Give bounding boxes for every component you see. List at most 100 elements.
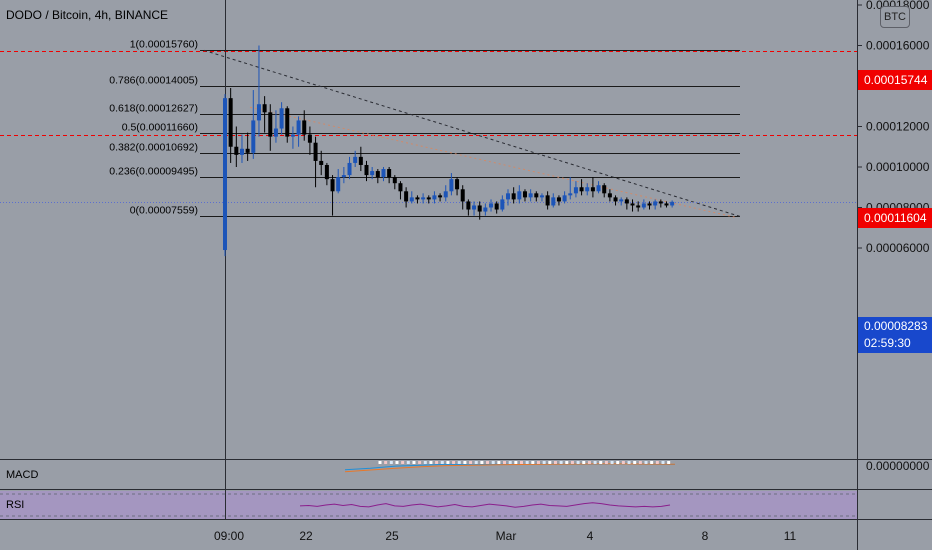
candle-body [636,205,641,208]
candle-body [522,191,527,198]
macd-histogram-bar [491,461,495,464]
candle-body [421,197,426,200]
rsi-indicator [299,502,671,508]
macd-histogram-bar [401,461,405,464]
macd-histogram-bar [525,461,529,464]
macd-histogram-bar [503,461,507,464]
macd-histogram-bar [565,461,569,464]
fibonacci-retracement[interactable]: 1(0.00015760) 0.786(0.00014005) 0.618(0.00… [109,39,740,217]
candle-body [364,164,369,176]
macd-histogram-bar [384,461,388,464]
rsi-line [299,502,671,508]
macd-histogram-bar [644,461,648,464]
candle-body [375,171,380,178]
candle-body [664,203,669,206]
macd-histogram-bar [638,461,642,464]
candle-body [404,191,409,202]
macd-histogram-bar [452,461,456,464]
macd-histogram-bar [423,461,427,464]
macd-indicator [344,461,676,473]
macd-histogram-bar [418,461,422,464]
x-tick-label: 09:00 [214,529,244,543]
x-axis: 09:00 22 25 Mar 4 8 11 [214,529,797,543]
candle-body [347,162,352,176]
candle-body [387,169,392,178]
macd-signal-line [344,463,676,473]
candle-body [443,191,448,198]
x-tick-label: 8 [702,529,709,543]
alert-lines[interactable] [0,51,857,136]
candle-body [630,203,635,206]
candle-body [234,146,239,155]
candle-body [358,156,363,165]
candle-body [239,148,244,155]
candle-body [324,164,329,180]
candle-body [534,193,539,198]
macd-histogram-bar [435,461,439,464]
candle-body [330,179,335,192]
fib-level-label: 0.618(0.00012627) [109,103,198,115]
y-tick-label: 0.00006000 [866,241,930,255]
fib-level-label: 0.786(0.00014005) [109,75,198,87]
macd-histogram-bar [650,461,654,464]
macd-histogram-bar [457,461,461,464]
macd-histogram-bar [610,461,614,464]
y-axis: 0.000180000.000160000.000140000.00012000… [857,0,930,473]
candle-body [585,187,590,192]
candle-body [370,171,375,176]
price-tag-mid-alert[interactable]: 0.00011604 [858,208,932,228]
candle-body [624,199,629,204]
candle-body [647,203,652,206]
candle-body [653,201,658,206]
x-tick-label: 11 [784,529,797,543]
candle-body [228,98,233,147]
macd-histogram-bar [570,461,574,464]
candle-body [296,120,301,135]
macd-histogram-bar [508,461,512,464]
candle-body [409,197,414,202]
candle-body [539,195,544,198]
candle-body [517,191,522,200]
candle-body [251,120,256,153]
candle-body [477,205,482,212]
macd-histogram-bar [486,461,490,464]
candle-body [302,120,307,135]
macd-histogram-bar [389,461,393,464]
candle-body [602,185,607,194]
x-tick-label: 4 [587,529,594,543]
candle-body [455,179,460,190]
y-tick-label: 0.00010000 [866,160,930,174]
macd-histogram-bar [520,461,523,464]
currency-button[interactable]: BTC [880,6,910,28]
candle-body [319,160,324,165]
candle-body [392,177,397,184]
candle-body [307,134,312,143]
candle-body [268,112,273,137]
fib-level-label: 0.236(0.00009495) [109,166,198,178]
macd-histogram-bar [406,461,410,464]
candle-body [460,189,465,202]
candle-body [562,195,567,202]
candle-body [336,177,341,192]
candle-body [619,199,624,202]
price-tag-high-alert[interactable]: 0.00015744 [858,70,932,90]
macd-histogram-bar [463,461,467,464]
candle-body [245,148,250,153]
candle-body [438,195,443,198]
macd-histogram-bar [548,461,552,464]
bar-countdown: 02:59:30 [864,336,911,350]
candle-body [483,207,488,212]
candle-body [596,185,601,192]
x-tick-label: Mar [496,529,517,543]
macd-histogram-bar [616,461,620,464]
candle-body [432,195,437,200]
macd-histogram-bar [582,461,586,464]
candle-body [579,187,584,192]
y-tick-label: 0.00016000 [866,39,930,53]
macd-zero-label: 0.00000000 [866,459,930,473]
macd-histogram-bar [621,461,625,464]
macd-histogram-bar [655,461,659,464]
candle-body [551,197,556,206]
macd-histogram-bar [667,461,671,464]
